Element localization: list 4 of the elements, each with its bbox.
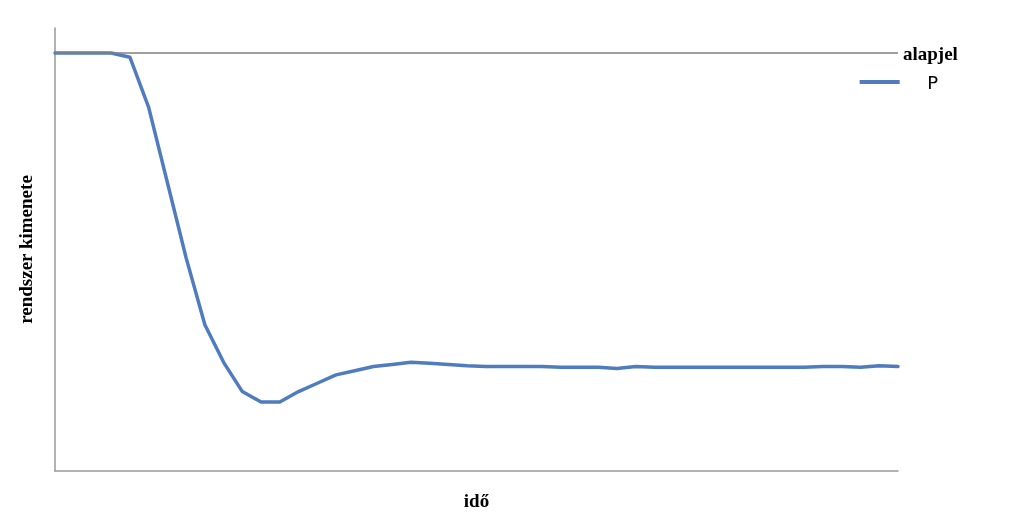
y-axis-title: rendszer kimenete — [15, 175, 36, 324]
ref-line-label: alapjel — [903, 42, 958, 64]
x-axis-title: idő — [463, 490, 490, 511]
legend-label: P — [927, 71, 939, 93]
